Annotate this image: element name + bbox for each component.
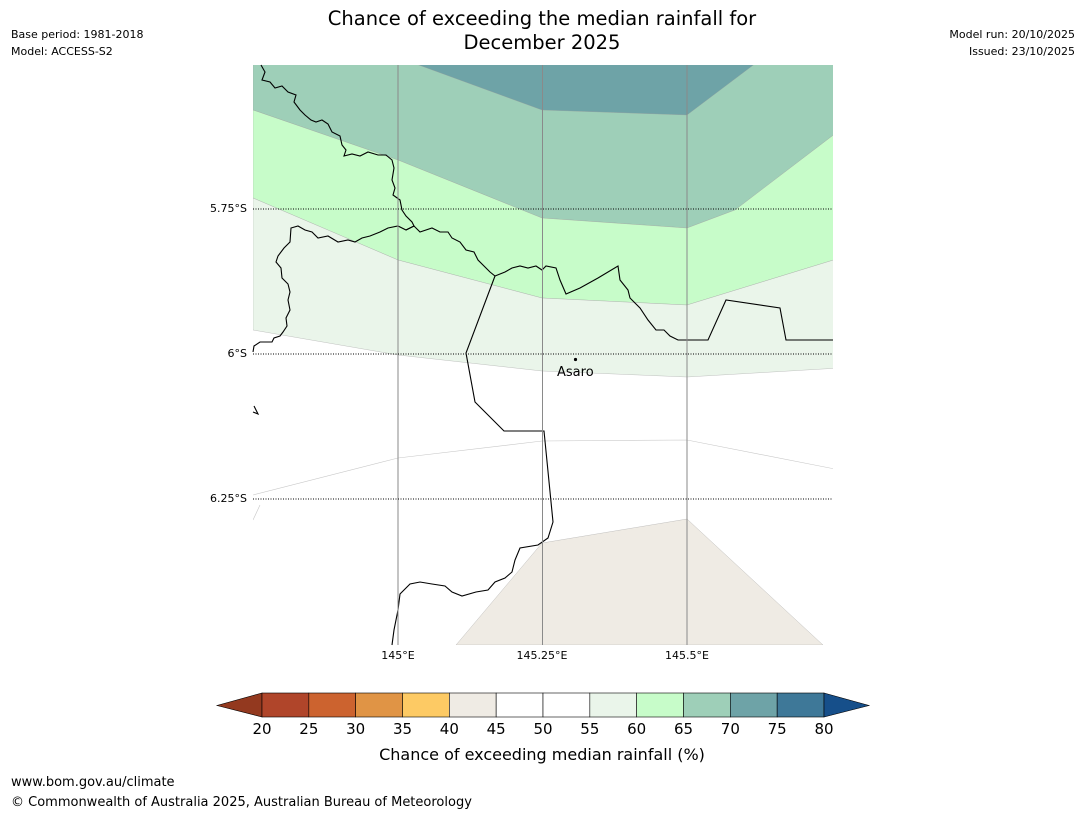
colorbar-cell bbox=[402, 692, 450, 718]
band-40-45 bbox=[455, 518, 824, 645]
contour-line-50 bbox=[253, 439, 833, 496]
colorbar-cell bbox=[589, 692, 637, 718]
colorbar-tick-label: 70 bbox=[720, 720, 740, 738]
colorbar-under-arrow bbox=[215, 692, 263, 718]
colorbar-tick-label: 30 bbox=[346, 720, 366, 738]
colorbar-cell bbox=[308, 692, 356, 718]
colorbar-tick-label: 25 bbox=[299, 720, 319, 738]
lon-label-145-25: 145.25°E bbox=[516, 649, 568, 662]
footer-copyright: © Commonwealth of Australia 2025, Austra… bbox=[11, 795, 472, 810]
parallels bbox=[253, 208, 833, 500]
colorbar-cell bbox=[355, 692, 403, 718]
map-title-line1: Chance of exceeding the median rainfall … bbox=[327, 7, 757, 30]
colorbar-cell bbox=[542, 692, 591, 718]
footer-url: www.bom.gov.au/climate bbox=[11, 775, 175, 790]
contour-line-50-edge bbox=[253, 504, 261, 521]
model-text: Model: ACCESS-S2 bbox=[11, 45, 113, 58]
colorbar-tick-label: 75 bbox=[767, 720, 787, 738]
colorbar-tick-label: 50 bbox=[533, 720, 553, 738]
map-title-line2: December 2025 bbox=[463, 31, 621, 54]
colorbar-cell bbox=[776, 692, 825, 718]
colorbar-tick-label: 80 bbox=[814, 720, 834, 738]
lat-label-6-25: 6.25°S bbox=[210, 492, 247, 505]
colorbar-cell bbox=[730, 692, 778, 718]
colorbar-tick-label: 20 bbox=[252, 720, 272, 738]
colorbar-label: Chance of exceeding median rainfall (%) bbox=[379, 745, 705, 764]
header-right-info: Model run: 20/10/2025 Issued: 23/10/2025 bbox=[949, 26, 1075, 60]
colorbar-tick-label: 65 bbox=[673, 720, 694, 738]
colorbar-cell bbox=[495, 692, 544, 718]
lat-label-5-75: 5.75°S bbox=[210, 202, 247, 215]
base-period-text: Base period: 1981-2018 bbox=[11, 28, 144, 41]
colorbar-cell bbox=[683, 692, 731, 718]
probability-bands bbox=[253, 65, 833, 645]
boundary-lines bbox=[252, 64, 833, 646]
colorbar-tick-label: 55 bbox=[580, 720, 600, 738]
colorbar bbox=[215, 692, 871, 718]
boundary-inner bbox=[391, 275, 554, 646]
meridians bbox=[397, 65, 688, 645]
colorbar-tick-label: 45 bbox=[486, 720, 506, 738]
colorbar-cells bbox=[261, 692, 825, 718]
colorbar-cell bbox=[636, 692, 684, 718]
issued-text: Issued: 23/10/2025 bbox=[968, 45, 1075, 58]
boundary-west-fragment bbox=[252, 405, 260, 416]
colorbar-tick-label: 60 bbox=[627, 720, 647, 738]
colorbar-cell bbox=[261, 692, 310, 718]
colorbar-over-arrow bbox=[823, 692, 871, 718]
model-run-text: Model run: 20/10/2025 bbox=[949, 28, 1075, 41]
lat-label-6: 6°S bbox=[227, 347, 247, 360]
lon-label-145-5: 145.5°E bbox=[665, 649, 709, 662]
colorbar-cell bbox=[449, 692, 497, 718]
colorbar-tick-label: 40 bbox=[439, 720, 459, 738]
map-title: Chance of exceeding the median rainfall … bbox=[242, 7, 842, 55]
header-left-info: Base period: 1981-2018 Model: ACCESS-S2 bbox=[11, 26, 143, 60]
town-label: Asaro bbox=[557, 365, 594, 380]
town-marker bbox=[573, 357, 578, 362]
colorbar-tick-label: 35 bbox=[392, 720, 413, 738]
lon-label-145: 145°E bbox=[381, 649, 415, 662]
boundary-eastern bbox=[405, 225, 833, 341]
